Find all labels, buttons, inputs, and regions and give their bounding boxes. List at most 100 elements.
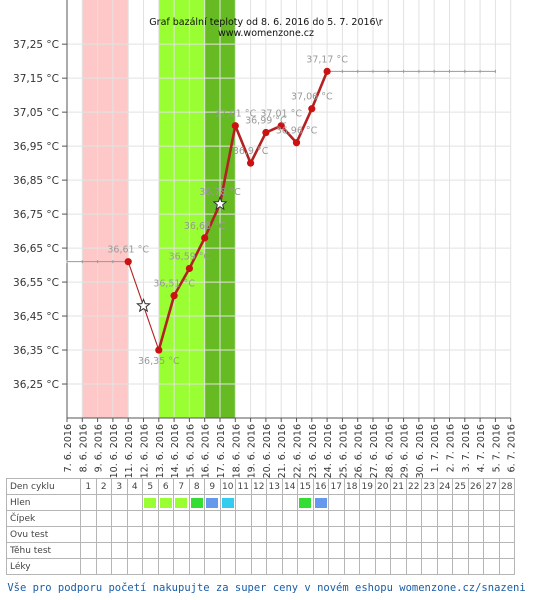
cycle-day-number: 18 [343,478,360,495]
empty-cell [359,510,376,527]
empty-cell [142,558,159,575]
x-tick-label: 5. 7. 2016 [491,424,502,472]
hlen-cell [483,494,500,511]
cycle-day-number: 28 [498,478,515,495]
point-label: 36,35 °C [138,356,180,367]
cycle-day-number: 9 [204,478,221,495]
hlen-cell [235,494,252,511]
empty-cell [126,542,143,559]
empty-cell [281,510,298,527]
point-label: 36,51 °C [153,279,195,290]
star-marker [212,196,228,211]
x-tick-label: 23. 6. 2016 [308,424,319,478]
cycle-day-number: 22 [405,478,422,495]
vertical-grid [66,0,512,418]
hlen-cell [188,494,205,511]
empty-cell [436,558,453,575]
hlen-cell [80,494,97,511]
promo-link[interactable]: Vše pro podporu početí nakupujte za supe… [7,582,526,594]
point-marker [247,159,255,167]
temperature-markers [124,67,331,354]
empty-cell [173,558,190,575]
empty-cell [359,558,376,575]
hlen-swatch [206,497,219,508]
empty-cell [95,526,112,543]
empty-cell [188,558,205,575]
hlen-cell [498,494,515,511]
table-row: Hlen [6,494,515,511]
empty-cell [452,542,469,559]
empty-cell [111,526,128,543]
x-tick-label: 19. 6. 2016 [247,424,258,478]
empty-cell [421,558,438,575]
empty-cell [111,542,128,559]
cycle-day-number: 23 [421,478,438,495]
hlen-cell [157,494,174,511]
empty-cell [250,526,267,543]
hlen-swatch [159,497,172,508]
empty-cell [80,510,97,527]
hlen-swatch [175,497,188,508]
x-tick-label: 24. 6. 2016 [323,424,334,478]
x-tick-label: 25. 6. 2016 [338,424,349,478]
empty-cell [173,542,190,559]
hlen-cell [111,494,128,511]
hlen-swatch [221,497,234,508]
empty-cell [467,526,484,543]
empty-cell [328,526,345,543]
point-marker [170,292,178,300]
empty-cell [80,558,97,575]
row-label: Těhu test [6,542,81,559]
empty-cell [312,510,329,527]
horizontal-grid [67,43,511,385]
hlen-swatch [299,497,312,508]
empty-cell [374,526,391,543]
hlen-cell [204,494,221,511]
empty-cell [126,510,143,527]
empty-cell [374,542,391,559]
empty-cell [498,542,515,559]
empty-cell [80,526,97,543]
cycle-day-number: 27 [483,478,500,495]
empty-cell [421,542,438,559]
row-label: Hlen [6,494,81,511]
empty-cell [219,542,236,559]
x-tick-label: 9. 6. 2016 [94,424,105,472]
cycle-day-number: 10 [219,478,236,495]
empty-cell [142,526,159,543]
empty-cell [142,542,159,559]
cycle-day-number: 11 [235,478,252,495]
empty-cell [250,510,267,527]
empty-cell [405,558,422,575]
y-axis-ticks: 36,25 °C 36,35 °C 36,45 °C 36,55 °C 36,65 °C… [13,39,67,391]
point-marker [124,258,132,266]
y-tick-label: 36,85 °C [13,175,59,187]
empty-cell [235,558,252,575]
cycle-day-number: 17 [328,478,345,495]
empty-cell [219,526,236,543]
empty-cell [250,542,267,559]
y-tick-label: 36,75 °C [13,209,59,221]
empty-cell [452,510,469,527]
empty-cell [266,558,283,575]
x-tick-label: 18. 6. 2016 [231,424,242,478]
empty-cell [312,558,329,575]
empty-cell [436,526,453,543]
x-tick-label: 2. 7. 2016 [446,424,457,472]
empty-cell [343,558,360,575]
empty-cell [297,542,314,559]
table-row: Léky [6,558,515,575]
empty-cell [405,510,422,527]
cycle-day-number: 7 [173,478,190,495]
hlen-cell [142,494,159,511]
point-marker [292,139,301,147]
empty-cell [266,510,283,527]
empty-cell [390,542,407,559]
table-row: Ovu test [6,526,515,543]
hlen-cell [173,494,190,511]
hlen-cell [359,494,376,511]
empty-cell [80,542,97,559]
hlen-cell [436,494,453,511]
point-label: 37,06 °C [291,92,333,103]
x-tick-label: 28. 6. 2016 [384,424,395,478]
